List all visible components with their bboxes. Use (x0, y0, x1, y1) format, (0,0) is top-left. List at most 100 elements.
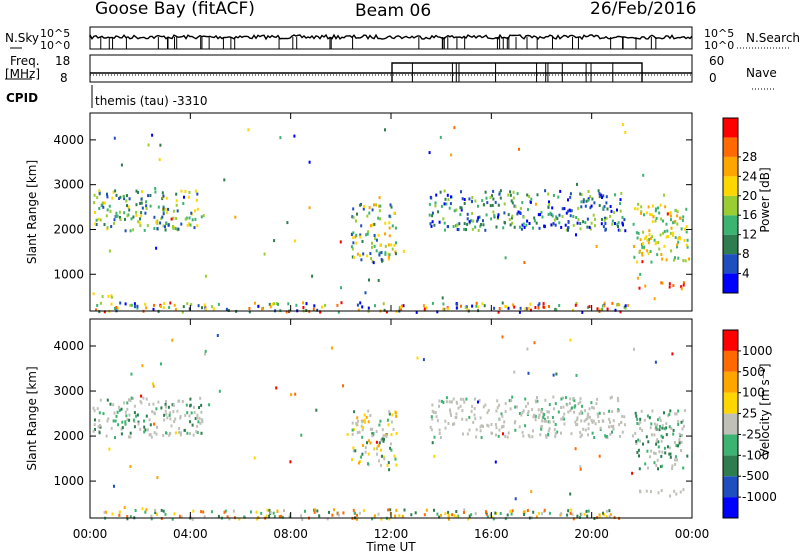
data-cell (679, 237, 682, 241)
data-cell (149, 194, 152, 197)
data-cell (395, 463, 398, 467)
data-cell (637, 231, 640, 235)
data-cell (180, 222, 183, 226)
data-cell (605, 509, 608, 513)
data-cell (508, 218, 511, 221)
data-cell (143, 425, 146, 429)
data-cell (359, 233, 362, 237)
data-cell (165, 400, 167, 403)
data-cell (160, 362, 162, 366)
data-cell (648, 233, 651, 237)
data-cell (161, 191, 164, 195)
data-cell (101, 295, 104, 299)
data-cell (526, 347, 529, 351)
data-cell (553, 407, 556, 411)
data-cell (504, 305, 507, 309)
data-cell (594, 217, 596, 221)
data-cell (98, 431, 101, 435)
data-cell (211, 305, 213, 309)
nsky-tick-top: 10^5 (40, 27, 71, 40)
data-cell (380, 251, 383, 255)
data-cell (135, 414, 138, 418)
data-cell (639, 490, 642, 494)
x-tick-label: 12:00 (374, 527, 409, 541)
data-cell (598, 454, 601, 458)
data-cell (591, 197, 594, 201)
data-cell (399, 305, 402, 309)
data-cell (636, 276, 639, 280)
data-cell (498, 192, 501, 196)
colorbar-tick-label: -500 (742, 469, 769, 483)
data-cell (357, 419, 360, 423)
data-cell (433, 435, 436, 439)
data-cell (456, 515, 459, 519)
data-cell (431, 220, 434, 224)
data-cell (336, 512, 339, 516)
data-cell (140, 201, 143, 205)
data-cell (634, 411, 637, 415)
data-cell (255, 510, 258, 514)
data-cell (683, 409, 686, 413)
data-cell (511, 395, 514, 399)
data-cell (480, 424, 483, 428)
data-cell (152, 382, 154, 386)
x-tick-label: 20:00 (574, 527, 609, 541)
data-cell (94, 428, 96, 431)
data-cell (388, 221, 391, 225)
data-cell (676, 222, 679, 226)
data-cell (137, 191, 140, 194)
data-cell (375, 249, 378, 253)
data-cell (609, 513, 612, 517)
data-cell (655, 440, 658, 444)
data-cell (570, 209, 573, 213)
data-cell (635, 231, 638, 235)
data-cell (495, 426, 498, 430)
data-cell (160, 406, 163, 410)
data-cell (189, 223, 192, 227)
data-cell (524, 510, 527, 514)
data-cell (603, 301, 606, 305)
data-cell (182, 305, 185, 309)
data-cell (511, 221, 514, 225)
data-cell (524, 397, 527, 401)
data-cell (111, 512, 114, 516)
nsky-label: N.Sky (5, 31, 40, 45)
data-cell (463, 227, 466, 231)
data-cell (375, 430, 378, 433)
data-cell (670, 249, 673, 253)
data-cell (154, 511, 157, 514)
data-cell (132, 215, 135, 219)
y-tick-label: 1000 (53, 267, 84, 281)
data-cell (133, 305, 136, 309)
data-cell (540, 427, 543, 431)
data-cell (617, 399, 620, 403)
data-cell (548, 200, 550, 204)
data-cell (511, 214, 514, 218)
data-cell (94, 222, 97, 226)
data-cell (668, 285, 671, 289)
data-cell (632, 222, 635, 226)
data-cell (475, 301, 478, 305)
data-cell (567, 198, 569, 202)
data-cell (577, 206, 580, 210)
data-cell (529, 200, 532, 204)
data-cell (450, 413, 452, 417)
data-cell (355, 241, 358, 245)
data-cell (547, 205, 550, 209)
data-cell (482, 219, 484, 223)
data-cell (498, 191, 501, 195)
data-cell (583, 512, 586, 516)
data-cell (523, 225, 526, 229)
data-cell (195, 430, 198, 434)
data-cell (571, 512, 574, 516)
data-cell (522, 215, 525, 219)
data-cell (569, 492, 572, 496)
data-cell (657, 241, 660, 245)
data-cell (642, 230, 645, 234)
data-cell (479, 425, 482, 429)
data-cell (113, 484, 115, 488)
data-cell (498, 428, 501, 432)
data-cell (455, 400, 458, 404)
data-cell (285, 310, 288, 314)
data-cell (681, 433, 683, 437)
